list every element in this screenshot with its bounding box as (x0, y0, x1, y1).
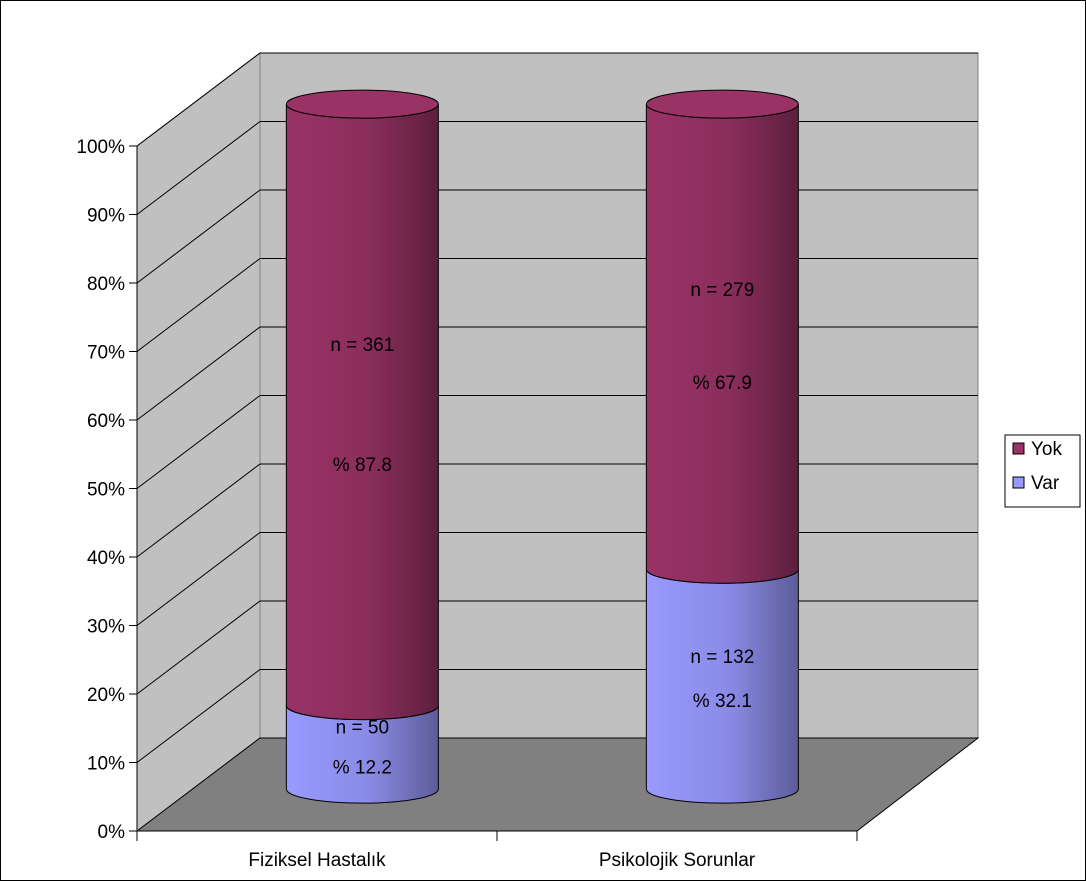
x-category-label: Fiziksel Hastalık (248, 850, 386, 871)
y-tick-label: 0% (98, 822, 126, 843)
data-label: n = 50 (336, 717, 389, 738)
bar-top-cap (645, 89, 799, 119)
data-label: % 32.1 (693, 691, 752, 712)
chart-walls (135, 51, 980, 833)
data-labels: n = 50 % 12.2 n = 361 % 87.8 n = 132 % 32.1 n … (330, 280, 754, 778)
data-label: n = 279 (690, 280, 754, 301)
bar-yok-0 (285, 89, 439, 721)
data-label: n = 361 (330, 335, 394, 356)
bar-yok-1 (645, 89, 799, 584)
y-tick-label: 50% (87, 480, 125, 501)
legend-swatch-var (1012, 476, 1025, 489)
y-tick-label: 80% (87, 274, 125, 295)
legend-label-yok: Yok (1031, 439, 1062, 460)
y-tick-label: 70% (87, 343, 125, 364)
x-category-label: Psikolojik Sorunlar (599, 850, 756, 871)
bar-body (645, 569, 799, 804)
y-tick-label: 20% (87, 685, 125, 706)
data-label: n = 132 (690, 647, 754, 668)
y-tick-label: 90% (87, 206, 125, 227)
legend: Yok Var (1004, 434, 1081, 508)
y-tick-label: 60% (87, 411, 125, 432)
y-tick-label: 100% (76, 137, 125, 158)
bar-body (645, 104, 799, 584)
data-label: % 87.8 (333, 455, 392, 476)
y-axis-ticks: 0% 10% 20% 30% 40% 50% 60% 70% 80% 90% 100% (76, 137, 138, 843)
gridline (136, 52, 978, 147)
bar-var-1 (645, 569, 799, 804)
legend-swatch-yok (1012, 442, 1025, 455)
bars (285, 89, 799, 804)
bar-top-cap (285, 89, 439, 119)
y-tick-label: 10% (87, 754, 125, 775)
data-label: % 67.9 (693, 373, 752, 394)
floor (135, 737, 980, 832)
x-axis: Fiziksel Hastalık Psikolojik Sorunlar (136, 830, 858, 871)
data-label: % 12.2 (333, 757, 392, 778)
bar-body (285, 104, 439, 721)
legend-label-var: Var (1031, 473, 1060, 494)
y-tick-label: 40% (87, 548, 125, 569)
y-tick-label: 30% (87, 617, 125, 638)
